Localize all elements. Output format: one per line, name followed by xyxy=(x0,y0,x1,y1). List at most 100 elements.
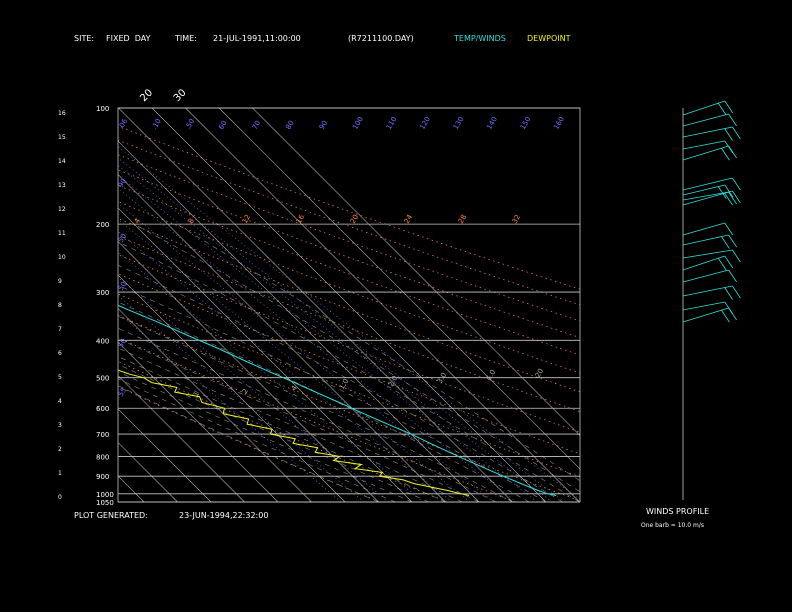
wind-barb-flag xyxy=(724,128,733,141)
moist-adiabat xyxy=(118,356,446,502)
mixing-ratio-top-label: 120 xyxy=(418,115,432,131)
mixing-ratio-top-label: 100 xyxy=(351,115,365,131)
wind-barb-flag xyxy=(728,234,737,248)
wind-barb xyxy=(682,301,734,315)
time-label: TIME: xyxy=(175,34,197,43)
wind-barb xyxy=(682,222,734,236)
height-label: 16 xyxy=(58,110,66,117)
wind-barb-flag xyxy=(724,184,734,198)
wind-barb-staff xyxy=(682,100,725,116)
moist-adiabat xyxy=(118,371,413,502)
dry-adiabat xyxy=(118,125,580,290)
dry-adiabat xyxy=(118,254,580,433)
mid-row-label: 20 xyxy=(534,367,545,379)
dry-adiabat-label: 16 xyxy=(295,213,307,225)
wind-barb-flag xyxy=(732,126,741,140)
dry-adiabat xyxy=(118,360,448,502)
wind-barb xyxy=(682,126,741,141)
mixing-ratio-line xyxy=(118,218,471,502)
pressure-label: 800 xyxy=(96,453,109,461)
sounding-series xyxy=(118,304,557,496)
mid-row-label: .1 xyxy=(191,390,201,400)
dry-adiabat xyxy=(118,314,580,502)
isotherm xyxy=(118,241,379,502)
isotherm xyxy=(118,341,279,502)
wind-barb xyxy=(682,191,737,205)
file-name: (R7211100.DAY) xyxy=(348,34,414,43)
wind-barb-flag xyxy=(717,186,727,199)
pressure-label: 900 xyxy=(96,473,109,481)
winds-profile-title: WINDS PROFILE xyxy=(646,507,710,516)
site-label: SITE: xyxy=(74,34,95,43)
dry-adiabat-label: 4 xyxy=(133,217,142,225)
pressure-label: 400 xyxy=(96,337,109,345)
isotherm xyxy=(0,108,44,502)
temperature-label: 30 xyxy=(172,87,189,104)
dry-adiabat-label: 12 xyxy=(241,213,252,225)
wind-barb-staff xyxy=(682,269,729,283)
dry-adiabat xyxy=(118,235,580,413)
wind-barb-flag xyxy=(728,145,737,159)
wind-barb-flag xyxy=(724,100,734,114)
moist-adiabat xyxy=(118,241,580,502)
mixing-ratio-top-label: 80 xyxy=(284,119,295,131)
mid-row-label: .2 xyxy=(240,387,250,397)
isotherm xyxy=(218,108,580,470)
wind-barb-staff xyxy=(682,177,733,191)
wind-barb xyxy=(682,255,734,271)
isotherm xyxy=(118,375,245,502)
height-label: 3 xyxy=(58,422,62,429)
moist-adiabat xyxy=(118,378,396,502)
axis-labels: 1002003004005006007008009001000105016151… xyxy=(58,87,566,507)
isotherms xyxy=(0,108,580,502)
plot-generated-label: PLOT GENERATED: xyxy=(74,511,148,520)
moist-adiabat xyxy=(133,223,580,493)
dry-adiabat-label: 20 xyxy=(349,213,360,225)
dry-adiabat xyxy=(118,139,580,306)
isotherm xyxy=(151,108,547,502)
wind-barb-staff xyxy=(682,184,725,196)
dry-adiabat-label: 24 xyxy=(403,213,415,225)
isotherm xyxy=(0,108,10,502)
mid-row-label: 2.0 xyxy=(387,374,399,388)
mixing-ratio-left-label: 50 xyxy=(117,280,128,292)
mixing-ratio-line xyxy=(118,146,580,501)
mixing-ratio-line xyxy=(118,203,495,502)
isotherm xyxy=(118,475,145,502)
wind-barb-staff xyxy=(682,234,729,246)
mixing-ratio-left-label: 50 xyxy=(117,337,128,349)
wind-barb-flag xyxy=(724,192,733,206)
wind-barb-flag xyxy=(732,249,741,263)
pressure-label: 1050 xyxy=(96,499,114,507)
isotherm xyxy=(118,308,312,502)
mixing-ratio-top-label: 70 xyxy=(251,119,262,131)
wind-barb-flag xyxy=(721,236,730,249)
pressure-label: 1000 xyxy=(96,491,114,499)
wind-barb-staff xyxy=(682,145,729,161)
wind-barb-staff xyxy=(682,301,725,311)
moist-adiabat xyxy=(118,347,463,502)
temperature-series-line xyxy=(118,304,557,496)
mixing-ratio-top-label: 110 xyxy=(385,115,399,131)
site-value: FIXED DAY xyxy=(106,34,151,43)
mixing-ratio-left-label: 90 xyxy=(117,177,128,189)
mixing-ratio-top-label: .50 xyxy=(184,117,196,131)
isotherm xyxy=(118,140,480,502)
pressure-label: 300 xyxy=(96,289,109,297)
mid-row-label: .4 xyxy=(289,384,300,394)
mixing-ratio-top-label: 150 xyxy=(519,115,533,131)
mixing-ratio-top-label: 90 xyxy=(318,119,329,131)
moist-adiabat xyxy=(118,301,530,502)
height-label: 11 xyxy=(58,230,66,237)
isobars xyxy=(118,107,580,503)
wind-barb xyxy=(682,145,737,161)
pressure-label: 500 xyxy=(96,375,109,383)
pressure-label: 700 xyxy=(96,431,109,439)
wind-barb-staff xyxy=(682,191,729,201)
dry-adiabat-label: 8 xyxy=(187,217,196,225)
mixing-ratio-top-label: .10 xyxy=(150,117,162,131)
wind-barb-staff xyxy=(682,307,729,323)
moist-adiabat xyxy=(118,264,563,502)
wind-barb-flag xyxy=(728,307,737,321)
